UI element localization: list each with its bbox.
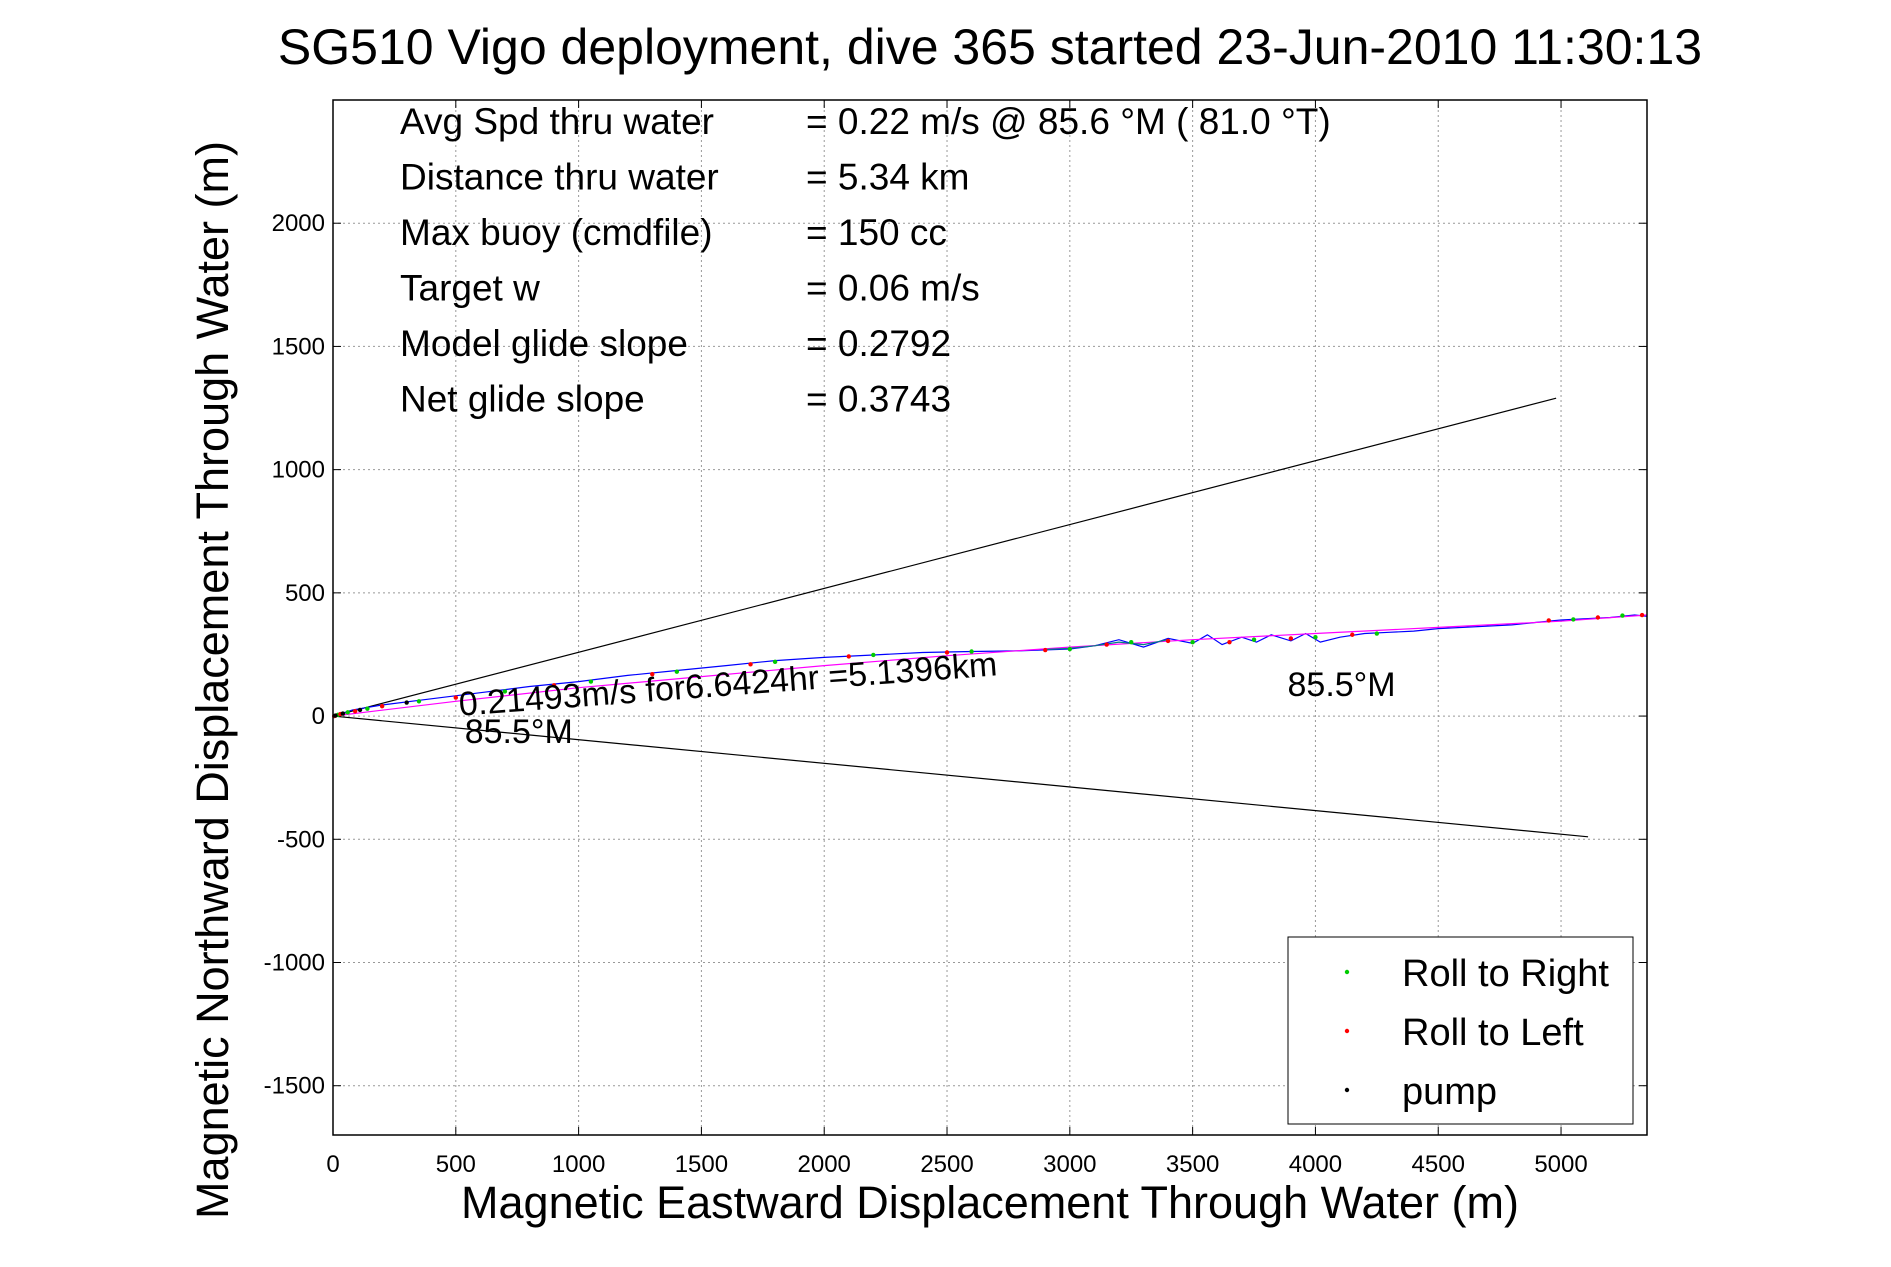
track-marker-point [1639, 612, 1645, 618]
track-marker-point [772, 659, 778, 665]
track-marker-point [1165, 638, 1171, 644]
stat-label: Target w [400, 268, 540, 309]
dive-stats: Avg Spd thru water = 0.22 m/s @ 85.6 °M (… [400, 101, 1331, 420]
track-marker-point [969, 649, 974, 654]
x-tick-label: 2500 [920, 1151, 973, 1178]
chart-title: SG510 Vigo deployment, dive 365 started … [278, 19, 1702, 75]
track-marker-point [1288, 636, 1294, 641]
track-marker-point [1067, 646, 1073, 652]
legend-label: Roll to Left [1402, 1012, 1584, 1054]
track-marker-point [674, 669, 680, 674]
track-series-line [332, 614, 1648, 717]
track-marker-point [357, 707, 363, 713]
track-marker-point [1104, 642, 1109, 647]
y-tick-label: -500 [277, 826, 325, 853]
annotation-text: 85.5°M [1288, 666, 1396, 704]
stat-label: Avg Spd thru water [400, 101, 714, 142]
track-marker-point [944, 650, 950, 655]
track-marker-point [502, 689, 508, 694]
track-marker-point [379, 704, 385, 709]
axes-frame [332, 99, 1648, 1136]
track-markers [332, 612, 1645, 719]
track-marker-point [846, 654, 851, 659]
y-tick-label: 500 [285, 580, 325, 607]
y-tick-label: 1500 [272, 333, 325, 360]
annotation-text: 85.5°M [465, 713, 573, 751]
legend: Roll to Right Roll to Left pump [1287, 936, 1634, 1125]
x-tick-label: 3000 [1043, 1151, 1096, 1178]
stat-value: = 0.06 m/s [806, 268, 980, 309]
track-marker-point [1595, 615, 1601, 620]
heading-cone-line [332, 715, 1589, 838]
stat-value: = 0.3743 [806, 379, 951, 420]
x-tick-label: 0 [326, 1151, 339, 1178]
x-axis-label: Magnetic Eastward Displacement Through W… [461, 1177, 1519, 1228]
legend-marker [1344, 969, 1350, 975]
track-marker-point [333, 713, 338, 718]
track-marker-point [416, 699, 422, 704]
x-tick-label: 4000 [1289, 1151, 1342, 1178]
y-axis-label: Magnetic Northward Displacement Through … [187, 141, 238, 1219]
stat-label: Model glide slope [400, 323, 688, 364]
track-marker-point [1620, 613, 1625, 618]
heading-cone-line [332, 397, 1557, 717]
stat-value: = 150 cc [806, 212, 947, 253]
y-tick-label: 0 [312, 703, 325, 730]
heading-cone-lines [332, 397, 1589, 838]
x-tick-label: 1500 [675, 1151, 728, 1178]
stat-value: = 0.2792 [806, 323, 951, 364]
track-marker-point [404, 700, 409, 705]
track-marker-point [1374, 631, 1380, 636]
x-tick-label: 4500 [1412, 1151, 1465, 1178]
track-marker-point [1571, 617, 1576, 622]
track-marker-point [352, 708, 358, 714]
track-marker-point [1350, 632, 1355, 637]
track-marker-point [1313, 635, 1318, 640]
track-marker-point [365, 706, 370, 711]
track-marker-point [345, 710, 350, 715]
track-marker-point [1043, 647, 1048, 653]
track-marker-point [340, 711, 346, 716]
track-marker-point [1190, 639, 1195, 645]
track-marker-point [748, 662, 753, 667]
y-tick-label: 1000 [272, 457, 325, 484]
track-marker-point [453, 695, 459, 700]
legend-label: pump [1402, 1071, 1497, 1113]
x-tick-label: 3500 [1166, 1151, 1219, 1178]
stat-label: Net glide slope [400, 379, 645, 420]
stat-value: = 0.22 m/s @ 85.6 °M ( 81.0 °T) [806, 101, 1331, 142]
y-tick-label: -1500 [264, 1073, 325, 1100]
track-marker-point [1227, 639, 1232, 645]
y-tick-label: -1000 [264, 950, 325, 977]
annotations: 0.21493m/s for6.6424hr =5.1396km85.5°M85… [458, 645, 1396, 750]
legend-label: Roll to Right [1402, 953, 1609, 995]
stat-label: Distance thru water [400, 157, 719, 198]
legend-marker [1344, 1087, 1350, 1093]
x-tick-label: 2000 [798, 1151, 851, 1178]
track-marker-point [650, 671, 655, 677]
track-marker-point [588, 679, 594, 684]
x-tick-label: 1000 [552, 1151, 605, 1178]
track-marker-point [1129, 639, 1134, 645]
x-tick-label: 5000 [1534, 1151, 1587, 1178]
track-marker-point [1546, 618, 1551, 623]
y-tick-label: 2000 [272, 210, 325, 237]
legend-marker [1344, 1028, 1350, 1034]
track-marker-point [871, 652, 876, 658]
track-marker-point [1251, 637, 1257, 642]
x-tick-label: 500 [436, 1151, 476, 1178]
axis-ticks: 0 500 1000 1500 2000 2500 3000 3500 4000 4500 5000… [264, 100, 1647, 1178]
stat-value: = 5.34 km [806, 157, 970, 198]
track-marker-point [551, 683, 557, 688]
stat-label: Max buoy (cmdfile) [400, 212, 713, 253]
